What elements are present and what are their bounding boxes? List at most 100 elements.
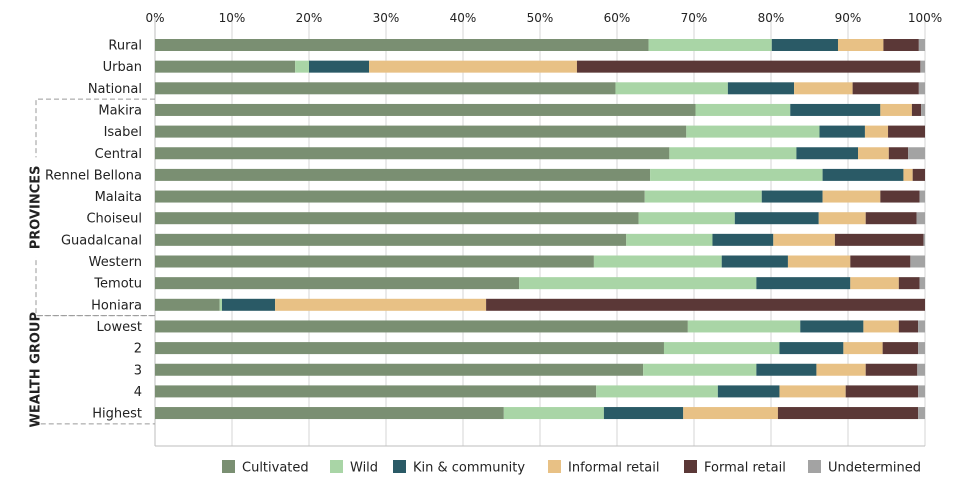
bar-rural-undetermined <box>918 39 925 51</box>
bar-national-undetermined <box>918 82 925 95</box>
bar-choiseul-undetermined <box>916 212 925 225</box>
group-label: WEALTH GROUP <box>29 312 44 428</box>
bar-rennel-bellona-informal-retail <box>903 168 913 181</box>
bar-urban-informal-retail <box>369 60 577 73</box>
bar-national-cultivated <box>155 82 616 95</box>
bar-lowest-cultivated <box>155 320 688 333</box>
bar-lowest-informal-retail <box>863 320 899 333</box>
bar-3-undetermined <box>917 363 925 376</box>
bar-malaita-formal-retail <box>880 190 920 203</box>
legend-swatch-undetermined <box>808 460 821 473</box>
bar-highest-informal-retail <box>683 407 778 420</box>
category-label: Urban <box>103 60 142 75</box>
category-label: Rennel Bellona <box>45 168 142 183</box>
group-label: PROVINCES <box>29 165 44 249</box>
bar-guadalcanal-informal-retail <box>773 233 835 246</box>
legend-label: Informal retail <box>568 461 659 476</box>
x-tick-label: 80% <box>758 11 785 25</box>
category-label: Isabel <box>104 125 142 140</box>
bar-4-kin-community <box>717 385 780 398</box>
bar-makira-kin-community <box>790 103 881 116</box>
x-tick-label: 100% <box>908 11 942 25</box>
bar-central-informal-retail <box>858 147 889 160</box>
bar-makira-cultivated <box>155 103 696 116</box>
category-label: Rural <box>108 39 142 54</box>
bar-temotu-cultivated <box>155 277 520 290</box>
bar-guadalcanal-undetermined <box>923 233 925 246</box>
x-tick-label: 20% <box>296 11 323 25</box>
legend-swatch-formal-retail <box>684 460 697 473</box>
bar-rural-kin-community <box>771 39 838 51</box>
bar-western-wild <box>593 255 722 268</box>
category-label: Highest <box>92 407 142 422</box>
category-label: 2 <box>134 342 142 357</box>
x-tick-label: 60% <box>604 11 631 25</box>
x-tick-label: 50% <box>527 11 554 25</box>
category-label: Western <box>89 255 142 270</box>
bar-western-informal-retail <box>787 255 851 268</box>
legend-label: Kin & community <box>413 461 525 476</box>
bar-3-informal-retail <box>816 363 866 376</box>
bar-2-kin-community <box>779 342 844 355</box>
bar-honiara-cultivated <box>155 298 220 311</box>
bar-rural-formal-retail <box>883 39 919 51</box>
bar-rural-informal-retail <box>837 39 884 51</box>
bar-honiara-kin-community <box>221 298 276 311</box>
bar-malaita-cultivated <box>155 190 645 203</box>
bar-rennel-bellona-formal-retail <box>912 168 925 181</box>
group-label-backdrop <box>28 157 44 258</box>
bar-rural-cultivated <box>155 39 649 51</box>
bar-western-cultivated <box>155 255 594 268</box>
bar-guadalcanal-kin-community <box>712 233 774 246</box>
bar-western-kin-community <box>721 255 788 268</box>
bar-highest-cultivated <box>155 407 504 420</box>
bar-lowest-formal-retail <box>898 320 919 333</box>
bar-makira-undetermined <box>921 103 925 116</box>
bar-honiara-formal-retail <box>486 298 925 311</box>
category-label: Malaita <box>95 190 142 205</box>
bar-urban-undetermined <box>920 60 925 73</box>
legend-swatch-informal-retail <box>548 460 561 473</box>
bar-choiseul-kin-community <box>734 212 819 225</box>
group-brackets: PROVINCES WEALTH GROUP <box>28 98 155 428</box>
legend-label: Undetermined <box>828 461 921 476</box>
bar-guadalcanal-wild <box>626 233 713 246</box>
bars <box>155 39 925 420</box>
bar-urban-formal-retail <box>576 60 921 73</box>
legend: Cultivated Wild Kin & community Informal re… <box>222 460 921 476</box>
bar-malaita-wild <box>644 190 762 203</box>
bar-makira-informal-retail <box>880 103 912 116</box>
bar-isabel-cultivated <box>155 125 687 138</box>
bar-national-kin-community <box>727 82 795 95</box>
bar-central-wild <box>669 147 797 160</box>
category-label: Temotu <box>93 277 142 292</box>
bar-western-undetermined <box>910 255 925 268</box>
bar-2-cultivated <box>155 342 664 355</box>
bar-choiseul-wild <box>638 212 735 225</box>
bar-temotu-formal-retail <box>898 277 920 290</box>
legend-label: Wild <box>350 461 378 476</box>
bar-lowest-kin-community <box>800 320 864 333</box>
bar-rennel-bellona-kin-community <box>822 168 904 181</box>
bar-rural-wild <box>648 39 772 51</box>
x-tick-label: 40% <box>450 11 477 25</box>
bar-4-wild <box>596 385 718 398</box>
bar-makira-wild <box>695 103 791 116</box>
category-label: 3 <box>134 363 142 378</box>
bar-4-formal-retail <box>845 385 919 398</box>
bar-3-cultivated <box>155 363 644 376</box>
category-label: Honiara <box>91 298 142 313</box>
category-label: Choiseul <box>86 212 142 227</box>
bar-national-wild <box>615 82 728 95</box>
bar-honiara-wild <box>219 298 222 311</box>
category-labels: Rural Urban National Makira Isabel Central Ren… <box>45 39 142 422</box>
bar-choiseul-cultivated <box>155 212 639 225</box>
bar-2-formal-retail <box>882 342 919 355</box>
bar-temotu-informal-retail <box>850 277 899 290</box>
bar-2-undetermined <box>918 342 925 355</box>
bar-urban-wild <box>295 60 309 73</box>
bar-central-cultivated <box>155 147 670 160</box>
bar-rennel-bellona-cultivated <box>155 168 651 181</box>
bar-isabel-formal-retail <box>888 125 925 138</box>
